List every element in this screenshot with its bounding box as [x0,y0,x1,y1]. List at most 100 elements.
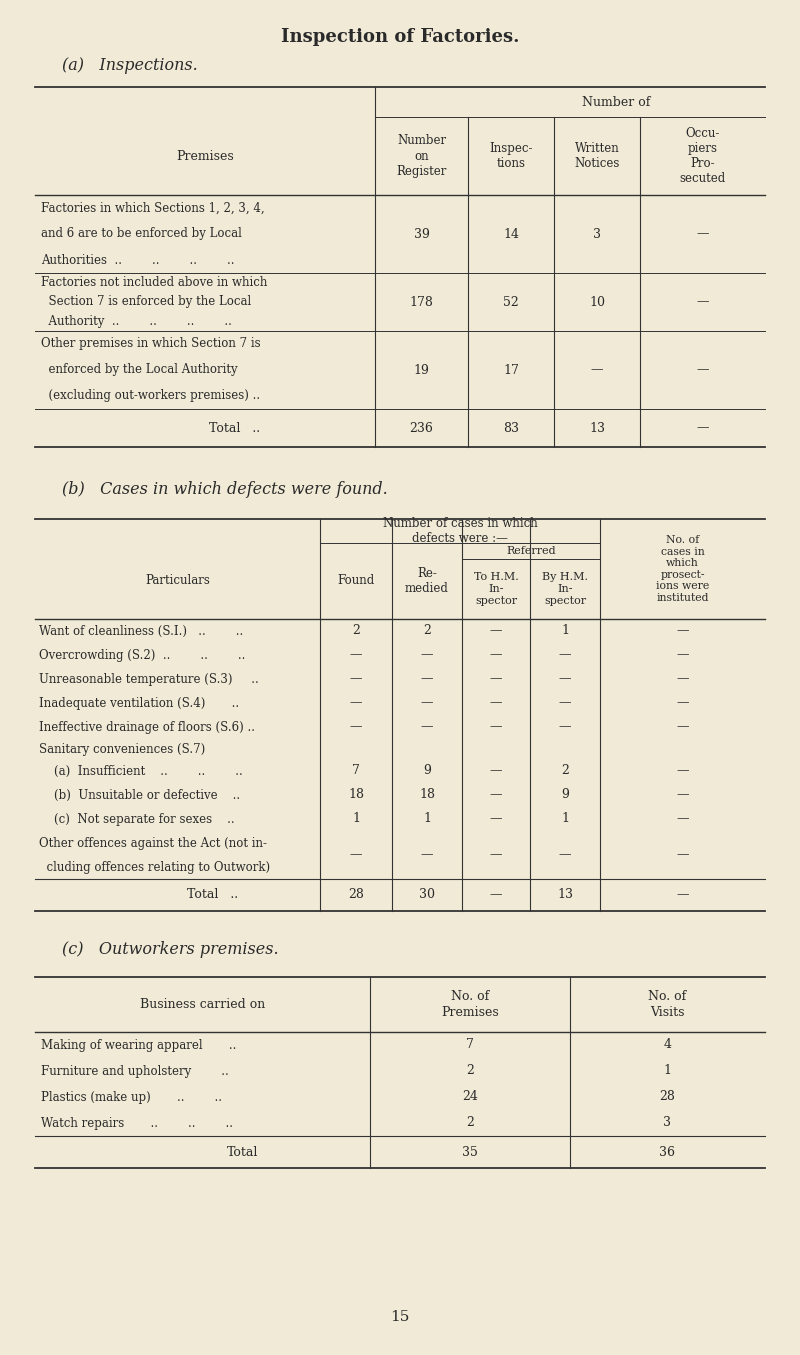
Text: Occu-
piers
Pro-
secuted: Occu- piers Pro- secuted [679,127,726,186]
Text: —: — [676,889,689,901]
Text: —: — [676,764,689,778]
Text: 3: 3 [593,228,601,240]
Text: —: — [590,363,603,377]
Text: —: — [350,721,362,733]
Text: 1: 1 [352,813,360,825]
Text: Inspec-
tions: Inspec- tions [490,142,533,169]
Text: 13: 13 [589,421,605,435]
Text: (b)  Unsuitable or defective    ..: (b) Unsuitable or defective .. [39,789,240,802]
Text: Written
Notices: Written Notices [574,142,620,169]
Text: Authority  ..        ..        ..        ..: Authority .. .. .. .. [41,314,232,328]
Text: —: — [490,672,502,686]
Text: —: — [421,721,434,733]
Text: and 6 are to be enforced by Local: and 6 are to be enforced by Local [41,228,242,240]
Text: Want of cleanliness (S.I.)   ..        ..: Want of cleanliness (S.I.) .. .. [39,625,243,637]
Text: (c)  Not separate for sexes    ..: (c) Not separate for sexes .. [39,813,234,825]
Text: —: — [350,696,362,710]
Text: —: — [676,721,689,733]
Text: —: — [350,848,362,862]
Text: Number of: Number of [582,96,650,110]
Text: To H.M.
In-
spector: To H.M. In- spector [474,572,518,606]
Text: Total   ..: Total .. [210,421,261,435]
Text: 178: 178 [410,295,434,309]
Text: 28: 28 [659,1091,675,1103]
Text: (b)   Cases in which defects were found.: (b) Cases in which defects were found. [62,481,388,497]
Text: 18: 18 [348,789,364,802]
Text: Ineffective drainage of floors (S.6) ..: Ineffective drainage of floors (S.6) .. [39,721,255,733]
Text: 83: 83 [503,421,519,435]
Text: —: — [490,813,502,825]
Text: 9: 9 [423,764,431,778]
Text: 52: 52 [503,295,519,309]
Text: 3: 3 [663,1117,671,1130]
Text: —: — [490,625,502,637]
Text: 13: 13 [557,889,573,901]
Text: Found: Found [338,575,374,588]
Text: —: — [350,649,362,661]
Text: 1: 1 [561,813,569,825]
Text: Section 7 is enforced by the Local: Section 7 is enforced by the Local [41,295,251,309]
Text: Authorities  ..        ..        ..        ..: Authorities .. .. .. .. [41,253,234,267]
Text: Plastics (make up)       ..        ..: Plastics (make up) .. .. [41,1091,222,1103]
Text: —: — [490,848,502,862]
Text: Particulars: Particulars [145,575,210,588]
Text: 10: 10 [589,295,605,309]
Text: 7: 7 [352,764,360,778]
Text: Business carried on: Business carried on [140,999,265,1011]
Text: 236: 236 [410,421,434,435]
Text: —: — [696,363,709,377]
Text: —: — [490,889,502,901]
Text: (c)   Outworkers premises.: (c) Outworkers premises. [62,940,278,958]
Text: —: — [676,696,689,710]
Text: Other offences against the Act (not in-: Other offences against the Act (not in- [39,836,267,850]
Text: 2: 2 [352,625,360,637]
Text: Inspection of Factories.: Inspection of Factories. [281,28,519,46]
Text: 2: 2 [466,1117,474,1130]
Text: 35: 35 [462,1145,478,1159]
Text: 9: 9 [561,789,569,802]
Text: (excluding out-workers premises) ..: (excluding out-workers premises) .. [41,389,260,402]
Text: —: — [558,672,571,686]
Text: Factories not included above in which: Factories not included above in which [41,276,267,289]
Text: 19: 19 [414,363,430,377]
Text: Unreasonable temperature (S.3)     ..: Unreasonable temperature (S.3) .. [39,672,258,686]
Text: —: — [676,789,689,802]
Text: —: — [676,625,689,637]
Text: No. of
Visits: No. of Visits [648,991,686,1019]
Text: —: — [350,672,362,686]
Text: 1: 1 [561,625,569,637]
Text: —: — [558,848,571,862]
Text: Premises: Premises [176,149,234,163]
Text: —: — [490,696,502,710]
Text: Referred: Referred [506,546,556,556]
Text: —: — [558,696,571,710]
Text: Sanitary conveniences (S.7): Sanitary conveniences (S.7) [39,743,206,756]
Text: —: — [676,848,689,862]
Text: 36: 36 [659,1145,675,1159]
Text: Number of cases in which
defects were :—: Number of cases in which defects were :— [382,518,538,545]
Text: enforced by the Local Authority: enforced by the Local Authority [41,363,238,377]
Text: cluding offences relating to Outwork): cluding offences relating to Outwork) [39,860,270,874]
Text: —: — [676,813,689,825]
Text: (a)   Inspections.: (a) Inspections. [62,57,198,73]
Text: —: — [558,649,571,661]
Text: No. of
cases in
which
prosect-
ions were
instituted: No. of cases in which prosect- ions were… [656,535,709,603]
Text: (a)  Insufficient    ..        ..        ..: (a) Insufficient .. .. .. [39,764,242,778]
Text: 2: 2 [466,1065,474,1077]
Text: 1: 1 [423,813,431,825]
Text: —: — [676,672,689,686]
Text: Other premises in which Section 7 is: Other premises in which Section 7 is [41,337,261,351]
Text: 28: 28 [348,889,364,901]
Text: —: — [558,721,571,733]
Text: 15: 15 [390,1310,410,1324]
Text: 2: 2 [561,764,569,778]
Text: Number
on
Register: Number on Register [396,134,446,178]
Text: —: — [490,789,502,802]
Text: —: — [696,295,709,309]
Text: 14: 14 [503,228,519,240]
Text: Furniture and upholstery        ..: Furniture and upholstery .. [41,1065,229,1077]
Text: 1: 1 [663,1065,671,1077]
Text: —: — [676,649,689,661]
Text: 4: 4 [663,1038,671,1051]
Text: —: — [490,649,502,661]
